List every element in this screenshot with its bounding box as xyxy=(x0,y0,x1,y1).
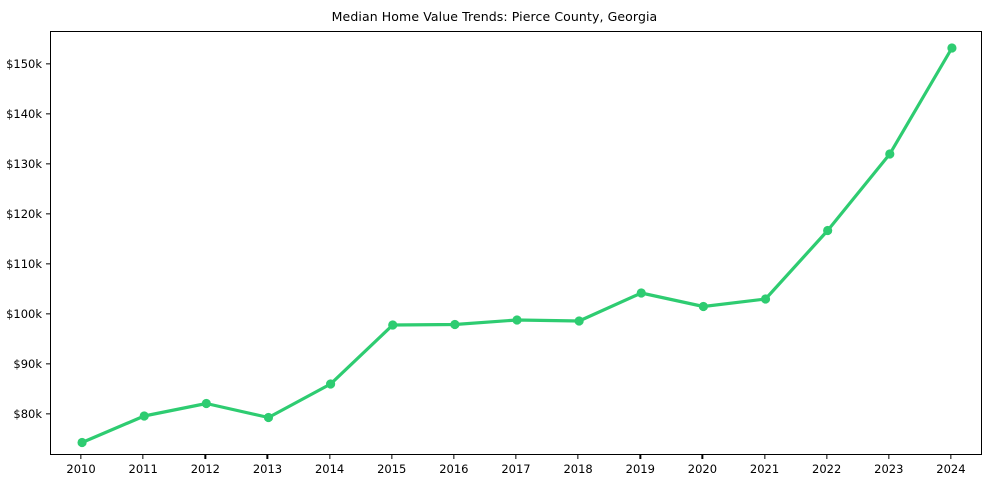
data-point-marker xyxy=(698,301,709,312)
y-axis-tick-label: $100k xyxy=(6,307,42,321)
x-axis-tick-mark xyxy=(639,455,641,459)
x-axis-tick-label: 2024 xyxy=(936,462,966,476)
data-point-marker xyxy=(77,437,87,448)
data-point-marker xyxy=(450,319,460,330)
x-axis-tick-mark xyxy=(80,455,82,459)
x-axis-tick-mark xyxy=(888,455,890,459)
y-axis-tick-label: $150k xyxy=(6,57,42,71)
data-point-marker xyxy=(201,398,211,409)
chart-title: Median Home Value Trends: Pierce County,… xyxy=(331,9,658,24)
line-chart-svg xyxy=(77,43,957,448)
y-axis-tick-mark xyxy=(46,163,50,165)
x-axis-tick-mark xyxy=(701,455,704,459)
x-axis-tick-label: 2015 xyxy=(377,462,407,476)
x-axis-tick-label: 2018 xyxy=(563,462,593,476)
x-axis-tick-label: 2010 xyxy=(66,462,96,476)
x-axis-tick-label: 2021 xyxy=(749,462,780,476)
data-point-marker xyxy=(823,225,833,236)
data-point-marker xyxy=(947,43,957,53)
x-axis-tick-mark xyxy=(826,455,828,459)
y-axis-tick-label: $140k xyxy=(6,107,42,121)
data-point-marker xyxy=(139,411,149,421)
x-axis-tick-mark xyxy=(577,455,579,459)
x-axis-tick-label: 2022 xyxy=(812,462,842,476)
y-axis-tick-mark xyxy=(46,113,50,115)
data-point-marker xyxy=(388,320,398,330)
y-axis-tick-label: $110k xyxy=(6,257,42,271)
data-point-marker xyxy=(760,294,771,304)
data-point-marker xyxy=(885,149,895,159)
x-axis-tick-mark xyxy=(950,455,952,459)
x-axis-tick-mark xyxy=(204,455,206,459)
x-axis-tick-label: 2012 xyxy=(190,462,220,476)
x-axis-tick-label: 2013 xyxy=(252,462,283,476)
x-axis-tick-mark xyxy=(266,455,269,459)
x-axis-tick-mark xyxy=(391,455,393,459)
y-axis-tick-mark xyxy=(46,363,50,365)
data-point-marker xyxy=(512,315,522,325)
series-line-median-home-value xyxy=(80,46,954,445)
x-axis-tick-mark xyxy=(763,455,766,459)
y-axis-tick-mark xyxy=(46,263,50,265)
y-axis-tick-label: $80k xyxy=(13,407,42,421)
x-axis-tick-mark xyxy=(453,455,455,459)
y-axis-tick-label: $90k xyxy=(13,357,42,371)
x-axis-tick-mark xyxy=(328,455,331,459)
data-point-marker xyxy=(263,412,274,423)
x-axis-tick-label: 2017 xyxy=(501,462,531,476)
y-axis-tick-mark xyxy=(46,313,50,315)
x-axis-tick-label: 2016 xyxy=(439,462,469,476)
y-axis-tick-mark xyxy=(46,63,50,65)
y-axis-tick-mark xyxy=(46,213,50,215)
x-axis-tick-mark xyxy=(515,455,517,459)
y-axis-tick-label: $130k xyxy=(6,157,42,171)
series-marker-group xyxy=(77,43,957,448)
x-axis-tick-label: 2014 xyxy=(314,462,345,476)
x-axis-tick-label: 2019 xyxy=(625,462,655,476)
y-axis-tick-label: $120k xyxy=(6,207,42,221)
data-point-marker xyxy=(326,379,336,389)
x-axis-tick-mark xyxy=(142,455,144,459)
x-axis-tick-label: 2020 xyxy=(687,462,718,476)
y-axis-tick-mark xyxy=(46,413,50,415)
data-point-marker xyxy=(574,316,584,326)
x-axis-tick-label: 2011 xyxy=(128,462,158,476)
x-axis-tick-label: 2023 xyxy=(874,462,904,476)
data-point-marker xyxy=(636,288,646,298)
plot-area xyxy=(50,31,982,455)
